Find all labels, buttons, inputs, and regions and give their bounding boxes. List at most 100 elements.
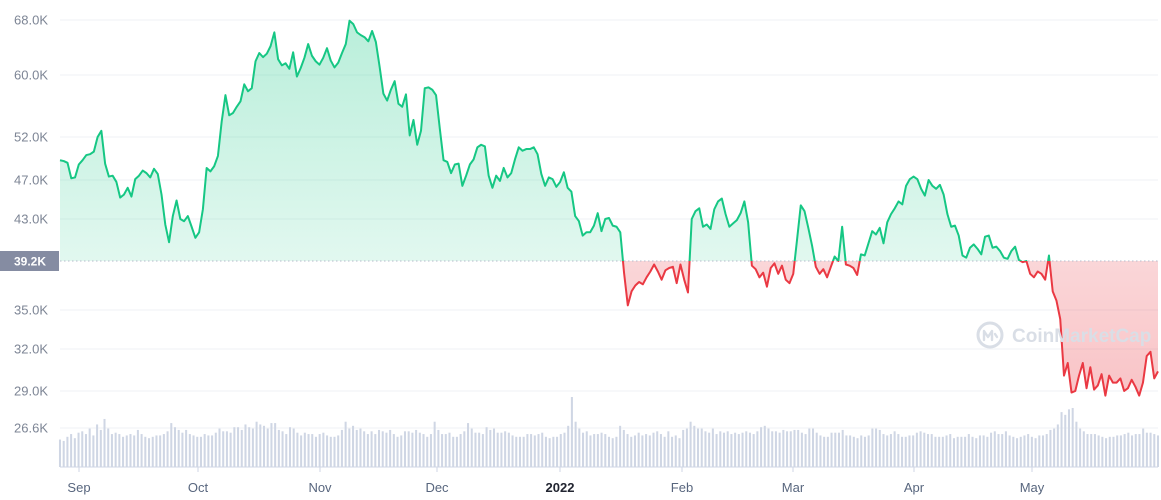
volume-bar <box>96 424 99 467</box>
volume-bar <box>73 438 76 467</box>
y-tick-label: 68.0K <box>14 13 48 28</box>
volume-bar <box>552 436 555 467</box>
volume-bar <box>715 434 718 467</box>
volume-bar <box>400 435 403 467</box>
volume-bar <box>288 427 291 467</box>
y-tick-label: 32.0K <box>14 342 48 357</box>
volume-bar <box>522 436 525 467</box>
price-area <box>60 20 1158 396</box>
volume-bar <box>886 435 889 467</box>
volume-bar <box>748 432 751 467</box>
volume-bar <box>203 434 206 467</box>
volume-bar <box>496 432 499 467</box>
volume-bar <box>915 432 918 467</box>
volume-bar <box>849 435 852 467</box>
volume-bar <box>363 431 366 467</box>
price-line <box>59 19 1159 397</box>
volume-bar <box>173 427 177 467</box>
volume-bar <box>927 434 930 467</box>
volume-bar <box>192 435 195 467</box>
volume-bar <box>118 434 121 467</box>
volume-bar <box>233 427 236 467</box>
volume-bar <box>199 436 202 467</box>
volume-bar <box>945 435 948 467</box>
volume-bar <box>348 428 351 467</box>
volume-bar <box>1016 438 1019 467</box>
volume-bar <box>1112 436 1115 467</box>
volume-bar <box>129 434 132 467</box>
volume-bars <box>58 397 1160 467</box>
volume-bar <box>867 435 870 467</box>
volume-bar <box>860 435 863 467</box>
y-axis: 68.0K 60.0K 52.0K 47.0K 43.0K 35.0K 32.0K 29.0K… <box>0 13 59 436</box>
price-line-up <box>59 19 1051 261</box>
volume-bar <box>804 434 807 467</box>
volume-bar <box>778 432 781 467</box>
volume-bar <box>125 435 128 467</box>
volume-bar <box>300 435 303 467</box>
y-tick-label: 60.0K <box>14 68 48 83</box>
volume-bar <box>107 428 110 467</box>
volume-bar <box>244 424 247 467</box>
volume-bar <box>993 431 996 467</box>
volume-bar <box>663 436 666 467</box>
volume-bar <box>485 427 488 467</box>
volume-bar <box>630 436 633 467</box>
volume-bar <box>904 436 907 467</box>
volume-bar <box>429 434 432 467</box>
volume-bar <box>596 434 599 467</box>
volume-bar <box>737 434 740 467</box>
volume-bar <box>263 425 266 467</box>
volume-bar <box>392 434 395 467</box>
volume-bar <box>255 421 258 467</box>
volume-bar <box>1090 434 1093 467</box>
volume-bar <box>1134 434 1137 467</box>
volume-bar <box>578 428 581 467</box>
volume-bar <box>122 436 125 467</box>
volume-bar <box>1105 438 1108 467</box>
volume-bar <box>337 435 340 467</box>
volume-bar <box>812 428 815 467</box>
volume-bar <box>370 431 373 467</box>
volume-bar <box>237 427 240 467</box>
volume-bar <box>311 434 314 467</box>
volume-bar <box>500 432 503 467</box>
volume-bar <box>863 436 866 467</box>
volume-bar <box>722 432 726 467</box>
volume-bar <box>600 432 603 467</box>
volume-bar <box>1153 434 1156 467</box>
volume-bar <box>99 429 102 467</box>
volume-bar <box>1108 436 1111 467</box>
volume-bar <box>188 434 191 467</box>
volume-bar <box>515 436 518 467</box>
volume-bar <box>185 429 188 467</box>
volume-bar <box>448 432 451 467</box>
volume-bar <box>774 431 777 467</box>
volume-bar <box>66 436 69 467</box>
volume-bar <box>697 428 700 467</box>
volume-bar <box>708 432 711 467</box>
volume-bar <box>1156 435 1160 467</box>
volume-bar <box>441 434 444 467</box>
volume-bar <box>633 435 636 467</box>
baseline-label: 39.2K <box>0 251 59 271</box>
volume-bar <box>222 431 225 467</box>
volume-bar <box>1019 436 1022 467</box>
volume-bar <box>938 436 941 467</box>
volume-bar <box>259 424 262 467</box>
x-tick-label: Mar <box>782 480 805 495</box>
volume-bar <box>385 432 388 467</box>
volume-bar <box>140 434 143 467</box>
volume-bar <box>403 431 406 467</box>
volume-bar <box>593 434 596 467</box>
volume-bar <box>923 432 926 467</box>
x-tick-label: Apr <box>904 480 925 495</box>
volume-bar <box>1060 412 1063 467</box>
volume-bar <box>58 439 62 467</box>
volume-bar <box>619 425 622 467</box>
volume-bar <box>960 436 963 467</box>
volume-bar <box>934 436 937 467</box>
area-fill-above-baseline <box>60 20 1158 261</box>
volume-bar <box>504 431 507 467</box>
volume-bar <box>882 434 885 467</box>
